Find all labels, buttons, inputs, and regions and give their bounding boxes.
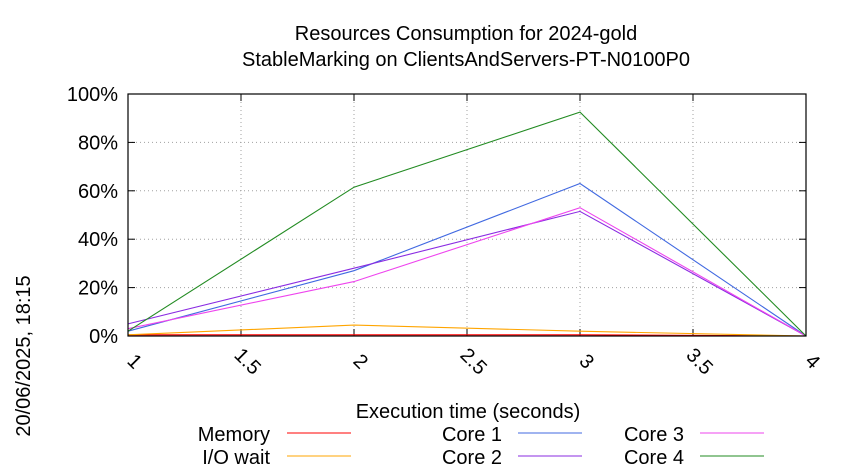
legend-label-core-1: Core 1 (442, 424, 502, 446)
x-tick-label: 2.5 (456, 344, 491, 379)
x-tick-label: 2 (349, 350, 372, 373)
y-tick-label: 40% (78, 229, 118, 251)
x-tick-label: 4 (801, 350, 824, 373)
y-tick-labels: 0% 20% 40% 60% 80% 100% (67, 84, 118, 348)
y-tick-label: 20% (78, 278, 118, 300)
chart-title: Resources Consumption for 2024-gold (295, 23, 637, 45)
series-line-core-1 (127, 182, 807, 337)
series-line-memory (128, 334, 807, 337)
legend-label-i-o-wait: I/O wait (202, 447, 270, 469)
chart-subtitle: StableMarking on ClientsAndServers-PT-N0… (242, 49, 690, 71)
side-timestamp: 20/06/2025, 18:15 (13, 275, 35, 436)
y-tick-label: 100% (67, 84, 118, 106)
y-tick-label: 80% (78, 132, 118, 154)
legend-label-core-4: Core 4 (624, 447, 684, 469)
x-tick-labels: 1 1.5 2 2.5 3 3.5 4 (123, 344, 824, 379)
x-tick-label: 3 (575, 350, 598, 373)
series-lines (127, 111, 807, 337)
series-line-i-o-wait (127, 324, 807, 337)
series-line-core-4 (127, 111, 807, 337)
x-axis-label: Execution time (seconds) (356, 401, 581, 423)
x-tick-label: 1.5 (230, 344, 265, 379)
x-tick-label: 3.5 (682, 344, 717, 379)
plot-frame (127, 93, 807, 337)
legend-label-core-3: Core 3 (624, 424, 684, 446)
legend-label-core-2: Core 2 (442, 447, 502, 469)
y-tick-label: 0% (89, 326, 118, 348)
legend-label-memory: Memory (198, 424, 270, 446)
grid-lines (127, 93, 807, 337)
series-line-core-2 (127, 210, 807, 337)
series-line-core-3 (127, 207, 807, 337)
y-tick-label: 60% (78, 181, 118, 203)
x-tick-label: 1 (123, 350, 146, 373)
